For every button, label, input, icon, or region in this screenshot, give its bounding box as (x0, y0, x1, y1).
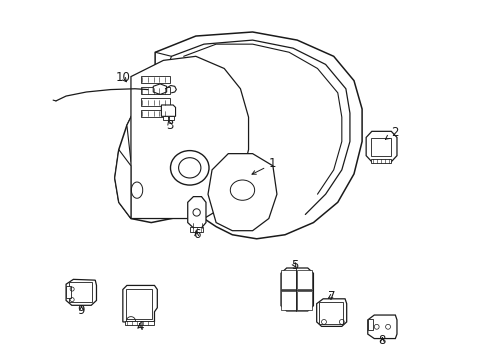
Bar (141, 110, 170, 117)
Text: 7: 7 (327, 290, 334, 303)
Bar (281, 291, 295, 310)
Bar (124, 321, 154, 325)
Bar (126, 289, 151, 319)
Text: 1: 1 (251, 157, 276, 174)
Bar (190, 227, 203, 231)
Polygon shape (153, 84, 166, 94)
Polygon shape (115, 150, 131, 219)
Bar (141, 76, 170, 83)
Text: 9: 9 (78, 304, 85, 317)
Bar (297, 270, 311, 289)
Polygon shape (316, 299, 346, 327)
Polygon shape (115, 32, 361, 239)
Polygon shape (131, 56, 248, 219)
Text: 5: 5 (291, 260, 298, 273)
Bar (169, 116, 174, 120)
Bar (367, 319, 372, 330)
Text: 2: 2 (385, 126, 398, 139)
Text: 4: 4 (136, 320, 143, 333)
Bar (69, 282, 92, 302)
Polygon shape (127, 52, 171, 162)
Bar (370, 159, 390, 163)
Polygon shape (281, 268, 313, 311)
Polygon shape (187, 197, 205, 228)
Polygon shape (367, 315, 396, 338)
Polygon shape (161, 105, 175, 116)
Polygon shape (370, 138, 390, 156)
Polygon shape (366, 131, 396, 162)
Polygon shape (207, 154, 276, 231)
Polygon shape (66, 279, 96, 305)
Bar (66, 286, 71, 298)
Polygon shape (122, 285, 157, 322)
Text: 8: 8 (378, 334, 385, 347)
Bar (141, 99, 170, 106)
Text: 10: 10 (115, 71, 130, 84)
Bar (281, 270, 295, 289)
Text: 6: 6 (192, 228, 200, 241)
Bar (319, 302, 343, 324)
Bar (162, 116, 168, 120)
Bar (141, 87, 170, 94)
Text: 3: 3 (166, 119, 173, 132)
Bar (297, 291, 311, 310)
